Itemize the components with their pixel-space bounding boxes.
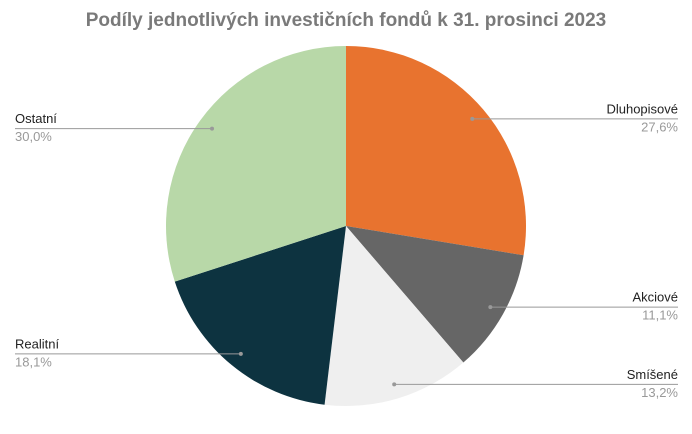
pie-slice [324, 226, 464, 406]
leader-dot [392, 382, 397, 387]
leader-dot [488, 305, 493, 310]
chart-title: Podíly jednotlivých investičních fondů k… [86, 10, 607, 31]
leader-dot [238, 351, 243, 356]
slice-label: Dluhopisové [606, 101, 678, 116]
slice-label: Ostatní [15, 111, 57, 126]
value-label: 30,0% [15, 129, 52, 144]
pie-slice [346, 226, 524, 363]
slice-label: Akciové [632, 290, 678, 305]
slice-label: Smíšené [627, 367, 678, 382]
pie-slice [174, 226, 346, 405]
value-label: 11,1% [642, 308, 678, 323]
leader-dot [210, 126, 215, 131]
value-label: 13,2% [641, 385, 678, 400]
pie-slice [165, 46, 346, 282]
value-label: 18,1% [15, 354, 52, 369]
slice-label: Realitní [15, 336, 59, 351]
pie-slice [346, 46, 526, 256]
value-label: 27,6% [641, 119, 678, 134]
leader-dot [470, 116, 475, 121]
